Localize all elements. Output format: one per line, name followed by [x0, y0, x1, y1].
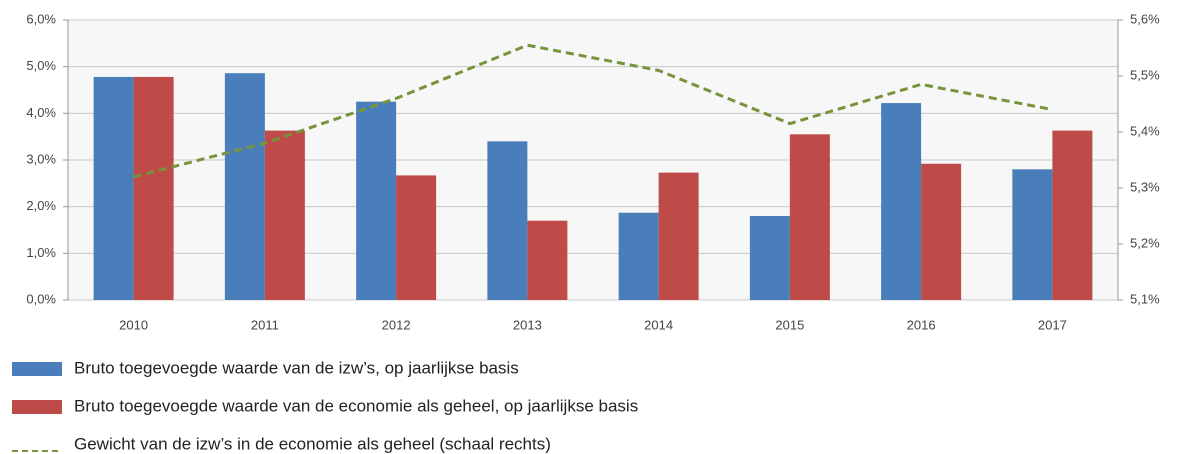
- y-tick-label: 1,0%: [26, 245, 56, 260]
- bar: [921, 163, 962, 300]
- y2-tick-label: 5,2%: [1130, 235, 1160, 250]
- bar: [1012, 169, 1053, 300]
- bar: [1052, 130, 1093, 300]
- bar: [487, 141, 528, 300]
- legend-swatch: [12, 400, 62, 414]
- bar: [133, 76, 174, 300]
- bar: [93, 76, 134, 300]
- bar: [527, 220, 568, 300]
- bar: [658, 172, 699, 300]
- y-tick-label: 2,0%: [26, 198, 56, 213]
- y-tick-label: 0,0%: [26, 291, 56, 306]
- y2-tick-label: 5,5%: [1130, 67, 1160, 82]
- legend-label: Bruto toegevoegde waarde van de economie…: [74, 396, 638, 415]
- y-tick-label: 5,0%: [26, 58, 56, 73]
- y-tick-label: 3,0%: [26, 151, 56, 166]
- x-tick-label: 2016: [907, 317, 936, 332]
- bar: [749, 216, 790, 300]
- line: [133, 43, 1053, 179]
- bar: [264, 130, 305, 300]
- bar: [789, 134, 830, 300]
- bar: [224, 73, 265, 300]
- x-tick-label: 2013: [513, 317, 542, 332]
- x-tick-label: 2010: [119, 317, 148, 332]
- x-tick-label: 2015: [775, 317, 804, 332]
- y2-tick-label: 5,3%: [1130, 179, 1160, 194]
- bar: [356, 101, 397, 301]
- legend-label: Bruto toegevoegde waarde van de izw’s, o…: [74, 358, 519, 377]
- y-tick-label: 4,0%: [26, 105, 56, 120]
- bar: [881, 103, 922, 300]
- y2-tick-label: 5,6%: [1130, 11, 1160, 26]
- bar: [618, 212, 659, 300]
- y2-tick-label: 5,1%: [1130, 291, 1160, 306]
- x-tick-label: 2017: [1038, 317, 1067, 332]
- legend-label: Gewicht van de izw’s in de economie als …: [74, 434, 551, 453]
- x-tick-label: 2011: [251, 317, 279, 332]
- x-tick-label: 2012: [382, 317, 411, 332]
- bar: [396, 175, 437, 300]
- x-tick-label: 2014: [644, 317, 673, 332]
- legend-swatch: [12, 362, 62, 376]
- y2-tick-label: 5,4%: [1130, 123, 1160, 138]
- y-tick-label: 6,0%: [26, 11, 56, 26]
